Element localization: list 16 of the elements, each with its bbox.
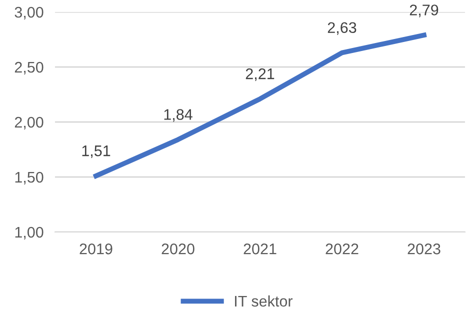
- y-tick-label: 1,50: [15, 172, 44, 184]
- data-label: 1,51: [82, 146, 110, 158]
- y-tick-label: 2,00: [14, 116, 44, 130]
- y-tick-label: 2,50: [14, 62, 44, 74]
- data-label: 2,63: [328, 22, 356, 35]
- x-tick-label: 2023: [408, 244, 440, 254]
- data-label: 1,84: [164, 109, 192, 122]
- legend-label: IT sektor: [235, 295, 293, 307]
- x-tick-label: 2021: [244, 244, 276, 254]
- data-label: 2,79: [410, 4, 438, 18]
- y-tick-label: 3,00: [14, 6, 44, 20]
- data-label: 2,21: [246, 68, 274, 82]
- y-tick-label: 1,00: [15, 226, 44, 240]
- x-tick-label: 2020: [162, 244, 194, 254]
- x-tick-label: 2019: [80, 244, 112, 254]
- x-tick-label: 2022: [326, 244, 358, 254]
